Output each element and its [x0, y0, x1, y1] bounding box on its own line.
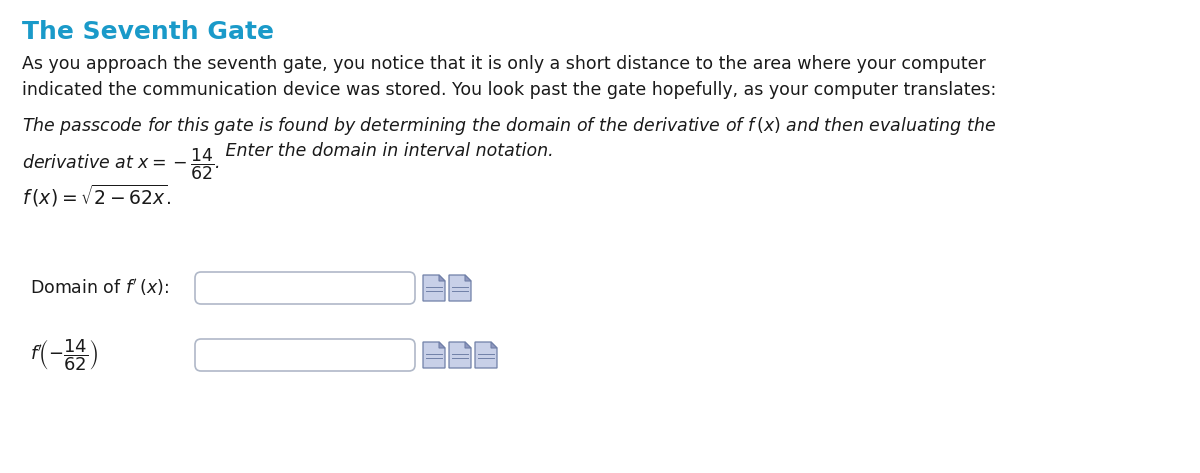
Text: $f^{\prime}\!\left(-\dfrac{14}{62}\right)$: $f^{\prime}\!\left(-\dfrac{14}{62}\right… — [30, 337, 98, 373]
Polygon shape — [439, 275, 445, 281]
Text: derivative at $x = -\dfrac{14}{62}$.: derivative at $x = -\dfrac{14}{62}$. — [22, 147, 220, 183]
Text: Enter the domain in interval notation.: Enter the domain in interval notation. — [220, 142, 553, 160]
Polygon shape — [439, 342, 445, 348]
Polygon shape — [466, 275, 470, 281]
Text: As you approach the seventh gate, you notice that it is only a short distance to: As you approach the seventh gate, you no… — [22, 55, 996, 99]
FancyBboxPatch shape — [194, 272, 415, 304]
Polygon shape — [449, 342, 470, 368]
Polygon shape — [424, 342, 445, 368]
Text: The passcode for this gate is found by determining the domain of the derivative : The passcode for this gate is found by d… — [22, 115, 996, 137]
Text: The Seventh Gate: The Seventh Gate — [22, 20, 274, 44]
FancyBboxPatch shape — [194, 339, 415, 371]
Polygon shape — [449, 275, 470, 301]
Text: $f\,(x) = \sqrt{2 - 62x}.$: $f\,(x) = \sqrt{2 - 62x}.$ — [22, 183, 172, 209]
Polygon shape — [466, 342, 470, 348]
Polygon shape — [475, 342, 497, 368]
Polygon shape — [491, 342, 497, 348]
Text: Domain of $f^{\prime}\,(x)$:: Domain of $f^{\prime}\,(x)$: — [30, 278, 169, 298]
Polygon shape — [424, 275, 445, 301]
